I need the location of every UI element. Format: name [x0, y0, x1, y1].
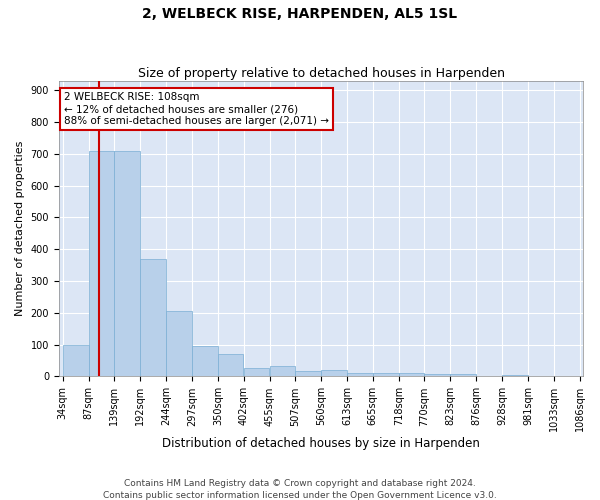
- Bar: [373, 374, 398, 376]
- Bar: [347, 374, 373, 376]
- Text: 2 WELBECK RISE: 108sqm
← 12% of detached houses are smaller (276)
88% of semi-de: 2 WELBECK RISE: 108sqm ← 12% of detached…: [64, 92, 329, 126]
- Bar: [295, 370, 321, 376]
- Bar: [166, 312, 192, 376]
- Bar: [192, 346, 218, 376]
- Text: Contains HM Land Registry data © Crown copyright and database right 2024.
Contai: Contains HM Land Registry data © Crown c…: [103, 478, 497, 500]
- Bar: [269, 366, 295, 376]
- Bar: [115, 150, 140, 376]
- Bar: [140, 259, 166, 376]
- Bar: [424, 374, 450, 376]
- Title: Size of property relative to detached houses in Harpenden: Size of property relative to detached ho…: [137, 66, 505, 80]
- Bar: [321, 370, 347, 376]
- Bar: [502, 375, 528, 376]
- Bar: [399, 372, 424, 376]
- Text: 2, WELBECK RISE, HARPENDEN, AL5 1SL: 2, WELBECK RISE, HARPENDEN, AL5 1SL: [142, 8, 458, 22]
- Bar: [218, 354, 244, 376]
- X-axis label: Distribution of detached houses by size in Harpenden: Distribution of detached houses by size …: [162, 437, 480, 450]
- Bar: [63, 344, 89, 376]
- Y-axis label: Number of detached properties: Number of detached properties: [15, 141, 25, 316]
- Bar: [244, 368, 269, 376]
- Bar: [89, 150, 114, 376]
- Bar: [451, 374, 476, 376]
